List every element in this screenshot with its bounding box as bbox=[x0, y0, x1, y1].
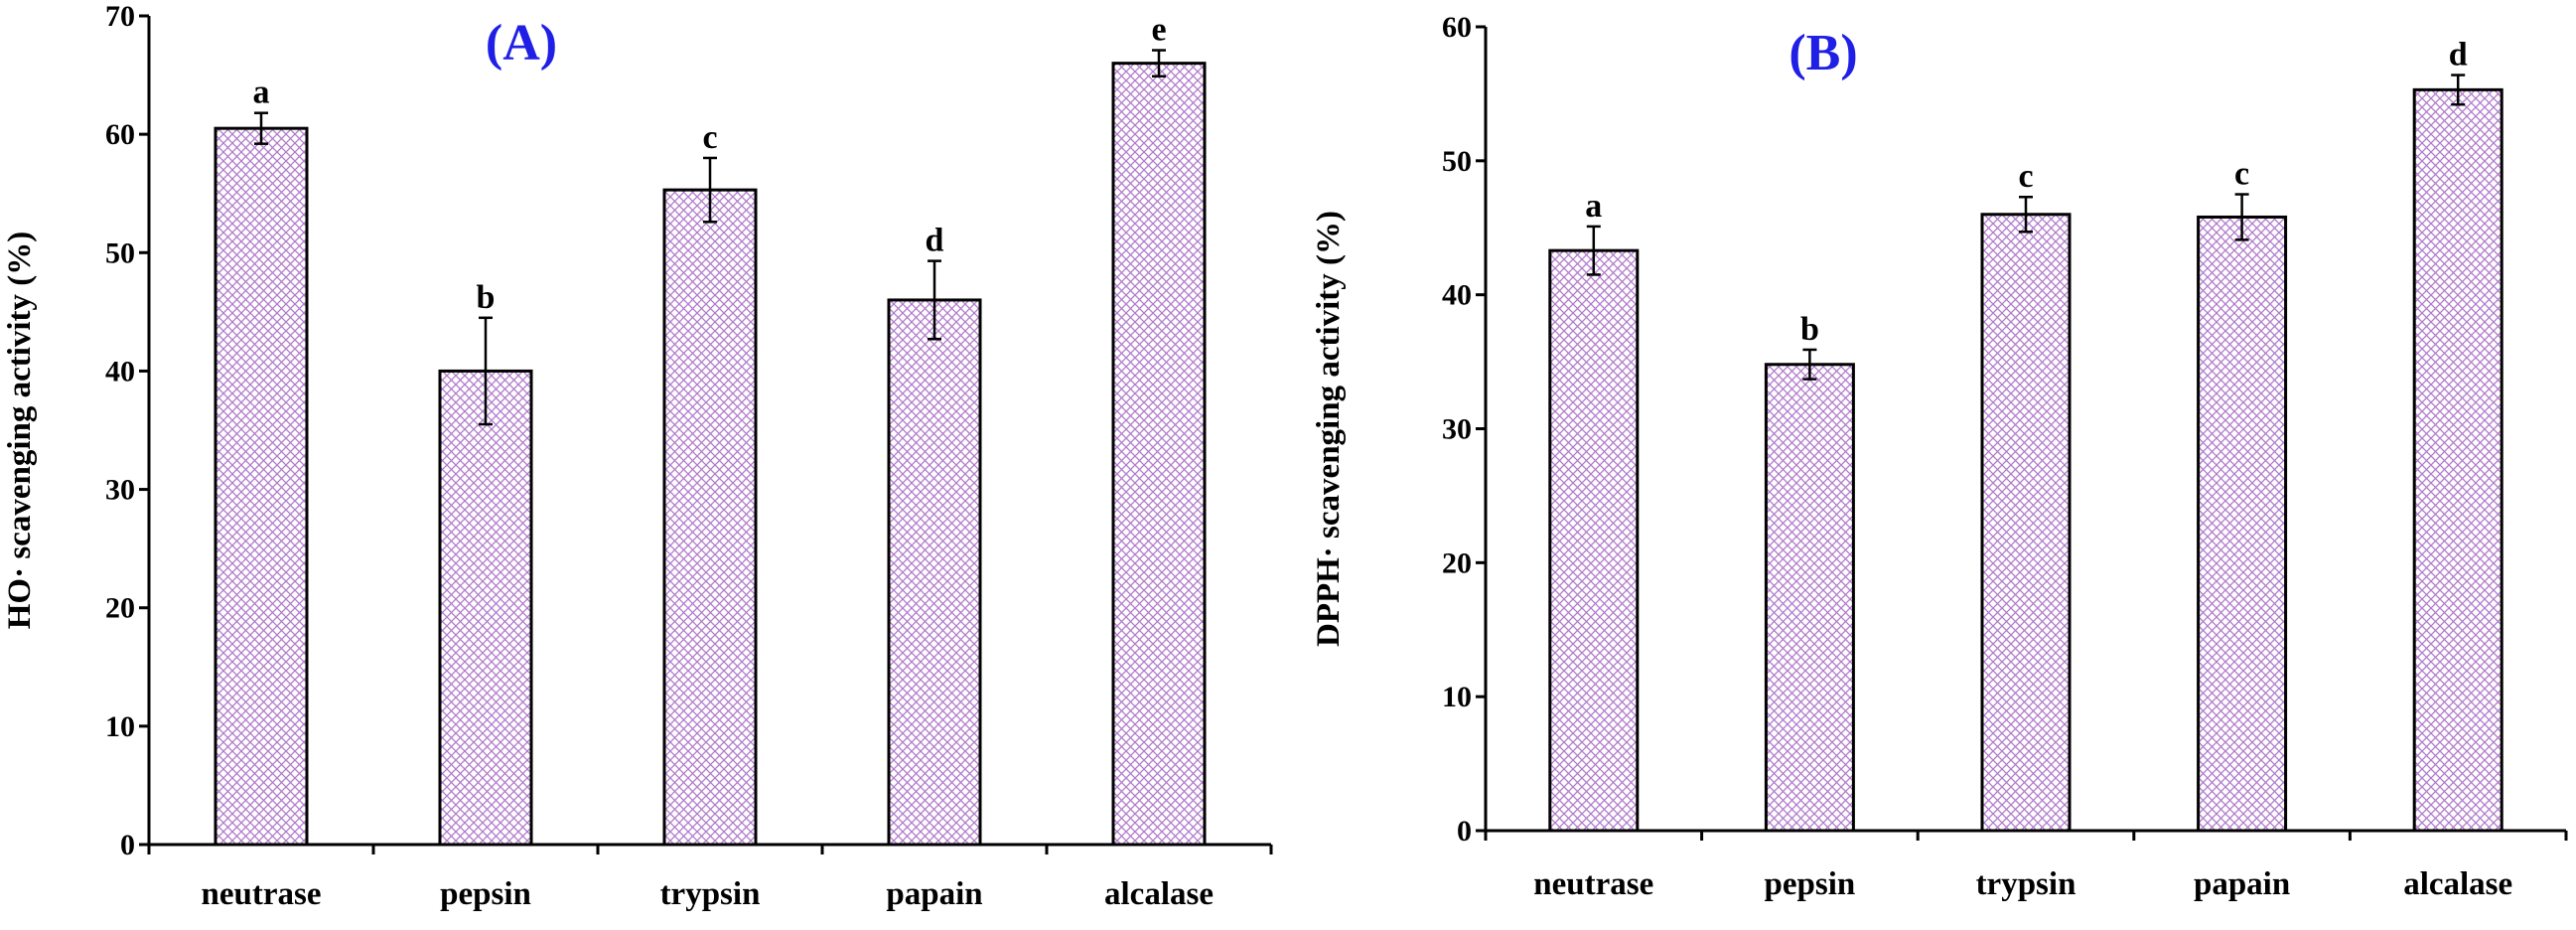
y-tick-label: 0 bbox=[120, 829, 135, 861]
panel-label: (A) bbox=[486, 15, 557, 72]
y-tick-label: 50 bbox=[105, 236, 135, 269]
y-tick-label: 40 bbox=[105, 355, 135, 388]
bar-alcalase bbox=[1111, 62, 1207, 847]
y-tick-label: 60 bbox=[105, 118, 135, 151]
category-label-papain: papain bbox=[2194, 866, 2290, 902]
category-label-neutrase: neutrase bbox=[1533, 866, 1653, 902]
y-axis-label: DPPH· scavenging activity (%) bbox=[1311, 211, 1347, 647]
y-tick-label: 0 bbox=[1457, 815, 1472, 848]
significance-letter: a bbox=[1585, 188, 1602, 225]
significance-letter: d bbox=[2449, 37, 2468, 74]
significance-letter: a bbox=[253, 75, 270, 111]
bar-papain bbox=[887, 298, 982, 847]
chart-panel-a: 0 10 20 30 40 50 60 70 a neutrase b pepsin c trypsin d… bbox=[2, 0, 1273, 912]
significance-letter: d bbox=[926, 223, 944, 259]
y-tick-label: 20 bbox=[1442, 546, 1472, 579]
significance-letter: c bbox=[2234, 156, 2249, 193]
chart-panel-b: 0 10 20 30 40 50 60 a neutrase b pepsin c trypsin c pa… bbox=[1311, 11, 2568, 902]
category-label-neutrase: neutrase bbox=[202, 876, 322, 912]
category-label-pepsin: pepsin bbox=[1765, 866, 1856, 902]
significance-letter: c bbox=[702, 119, 717, 156]
significance-letter: c bbox=[2018, 158, 2033, 195]
y-axis-label: HO· scavenging activity (%) bbox=[2, 232, 38, 630]
y-tick-label: 60 bbox=[1442, 11, 1472, 44]
significance-letter: b bbox=[1800, 311, 1819, 348]
significance-letter: b bbox=[477, 279, 496, 316]
bar-alcalase bbox=[2412, 87, 2504, 833]
category-label-papain: papain bbox=[886, 876, 982, 912]
category-label-pepsin: pepsin bbox=[440, 876, 531, 912]
y-tick-label: 20 bbox=[105, 592, 135, 625]
bar-papain bbox=[2197, 215, 2288, 833]
category-label-trypsin: trypsin bbox=[660, 876, 761, 912]
bar-trypsin bbox=[1980, 213, 2072, 833]
y-tick-label: 10 bbox=[105, 710, 135, 743]
bar-trypsin bbox=[662, 188, 758, 847]
y-tick-label: 10 bbox=[1442, 681, 1472, 713]
bar-neutrase bbox=[1548, 248, 1640, 833]
y-tick-label: 30 bbox=[105, 474, 135, 507]
y-tick-label: 50 bbox=[1442, 145, 1472, 178]
category-label-trypsin: trypsin bbox=[1976, 866, 2076, 902]
bar-pepsin bbox=[438, 369, 533, 847]
y-tick-label: 30 bbox=[1442, 413, 1472, 446]
category-label-alcalase: alcalase bbox=[1104, 876, 1214, 912]
bar-pepsin bbox=[1764, 363, 1855, 833]
y-tick-label: 40 bbox=[1442, 279, 1472, 312]
bar-neutrase bbox=[214, 126, 309, 847]
y-tick-label: 70 bbox=[105, 0, 135, 33]
category-label-alcalase: alcalase bbox=[2403, 866, 2512, 902]
significance-letter: e bbox=[1151, 12, 1166, 49]
panel-label: (B) bbox=[1789, 25, 1857, 81]
